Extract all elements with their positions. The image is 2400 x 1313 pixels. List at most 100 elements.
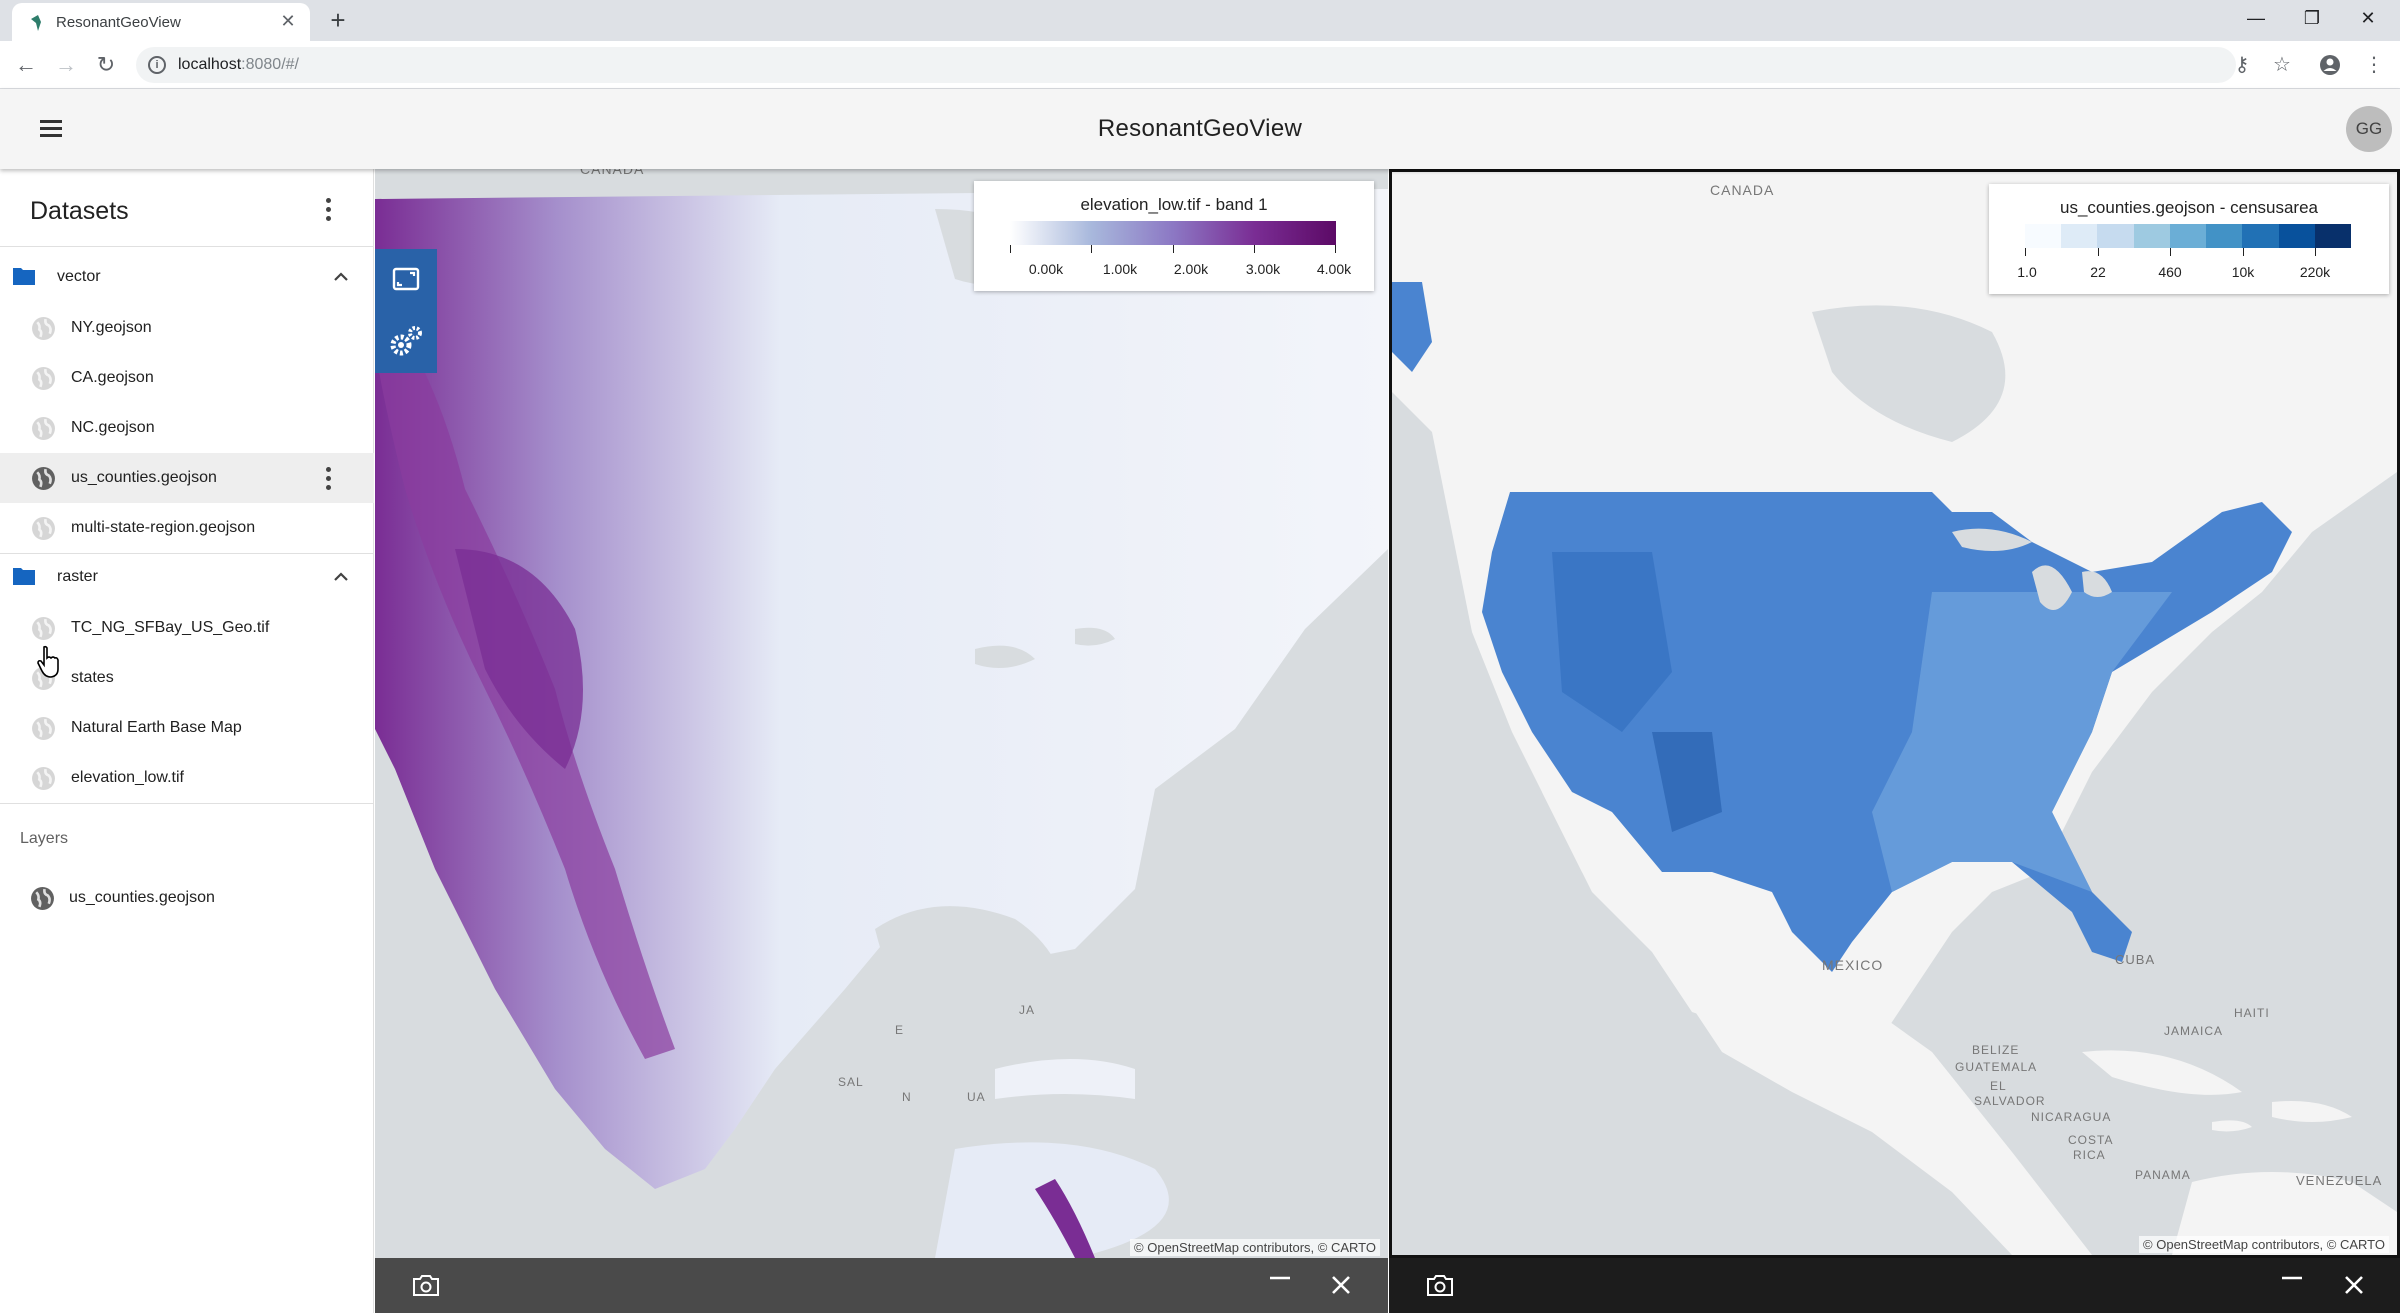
folder-vector[interactable]: vector	[0, 254, 374, 302]
left-map-footer	[375, 1258, 1388, 1313]
minimize-icon[interactable]	[2279, 1266, 2305, 1292]
site-info-icon[interactable]: i	[148, 56, 166, 74]
app-title: ResonantGeoView	[1097, 115, 1303, 142]
restore-window-button[interactable]: ❐	[2303, 8, 2321, 28]
legend-title: elevation_low.tif - band 1	[1080, 195, 1268, 214]
legend-tickmark	[2098, 248, 2099, 256]
globe-icon	[32, 317, 55, 340]
map-label-canada: CANADA	[1710, 182, 1775, 198]
legend-tick-label: 4.00k	[1316, 261, 1352, 277]
dataset-item[interactable]: NY.geojson	[0, 303, 374, 353]
new-tab-button[interactable]: +	[330, 5, 346, 35]
elevation-legend: elevation_low.tif - band 1 0.00k 1.00k 2…	[974, 181, 1374, 291]
legend-tick-label: 220k	[2299, 264, 2331, 280]
census-map-canvas	[1392, 172, 2397, 1255]
dataset-item[interactable]: CA.geojson	[0, 353, 374, 403]
globe-icon	[32, 617, 55, 640]
bookmark-star-icon[interactable]: ☆	[2273, 54, 2291, 76]
dataset-label: Natural Earth Base Map	[71, 719, 242, 736]
address-url[interactable]: localhost:8080/#/	[178, 56, 299, 73]
user-avatar[interactable]: GG	[2346, 106, 2392, 152]
minimize-icon[interactable]	[1267, 1266, 1293, 1292]
dataset-label: us_counties.geojson	[71, 469, 217, 486]
legend-color-ramp	[1010, 221, 1336, 245]
profile-icon[interactable]	[2318, 53, 2342, 77]
browser-menu-icon[interactable]: ⋮	[2364, 54, 2384, 76]
map-label-el-salvador: EL	[1990, 1079, 2007, 1093]
dataset-item[interactable]: elevation_low.tif	[0, 753, 374, 803]
map-label-canada: CANADA	[580, 169, 645, 177]
legend-color-swatch	[2314, 224, 2351, 248]
layer-label: us_counties.geojson	[69, 889, 215, 906]
close-window-button[interactable]: ✕	[2360, 8, 2376, 28]
datasets-sidebar: Datasets vector NY.geojson CA.geojson NC…	[0, 169, 374, 1313]
legend-tick-label: 2.00k	[1173, 261, 1209, 277]
app-header: ResonantGeoView GG	[0, 89, 2400, 169]
camera-icon[interactable]	[1425, 1272, 1455, 1298]
folder-icon	[13, 568, 35, 585]
map-label-e: E	[895, 1023, 905, 1037]
tab-title: ResonantGeoView	[56, 14, 181, 31]
map-label-jamaica: JAMAICA	[2164, 1024, 2224, 1038]
elevation-map[interactable]: CANADA JA SAL N UA E elevation_low.tif -…	[375, 169, 1388, 1258]
browser-tab[interactable]: ResonantGeoView ✕	[12, 3, 310, 41]
map-label-costa-rica: RICA	[2073, 1148, 2106, 1162]
legend-color-swatch	[2206, 224, 2243, 248]
reload-button[interactable]: ↻	[96, 52, 116, 77]
map-label-cuba: CUBA	[2115, 952, 2156, 967]
dataset-label: multi-state-region.geojson	[71, 519, 256, 536]
legend-tick-label: 0.00k	[1028, 261, 1064, 277]
map-label-guatemala: GUATEMALA	[1955, 1060, 2038, 1074]
browser-tabstrip: ResonantGeoView ✕ + — ❐ ✕	[0, 0, 2400, 41]
map-attribution[interactable]: © OpenStreetMap contributors, © CARTO	[1130, 1239, 1380, 1256]
legend-color-swatch	[2169, 224, 2207, 248]
chevron-up-icon[interactable]	[330, 266, 352, 288]
key-icon[interactable]: ⚷	[2234, 54, 2250, 76]
map-label-panama: PANAMA	[2135, 1168, 2191, 1182]
legend-tickmark	[1173, 245, 1174, 253]
browser-toolbar: ← → ↻ i localhost:8080/#/ ⚷ ☆ ⋮	[0, 41, 2400, 89]
legend-tickmark	[2315, 248, 2316, 256]
legend-tick-label: 460	[2158, 264, 2182, 280]
map-attribution[interactable]: © OpenStreetMap contributors, © CARTO	[2139, 1236, 2389, 1253]
legend-color-swatch	[2278, 224, 2315, 248]
minimize-window-button[interactable]: —	[2247, 8, 2265, 28]
dataset-item[interactable]: multi-state-region.geojson	[0, 503, 374, 553]
close-icon[interactable]	[1328, 1272, 1354, 1298]
globe-icon[interactable]	[31, 466, 56, 491]
map-label-ua: UA	[967, 1090, 986, 1104]
dataset-label: TC_NG_SFBay_US_Geo.tif	[71, 619, 270, 636]
address-bar[interactable]: i localhost:8080/#/	[136, 47, 2236, 83]
app-favicon-icon	[31, 15, 41, 31]
camera-icon[interactable]	[411, 1272, 441, 1298]
back-button[interactable]: ←	[15, 52, 37, 77]
dataset-item-us-counties[interactable]: us_counties.geojson	[0, 453, 374, 503]
globe-icon	[32, 517, 55, 540]
globe-icon	[31, 887, 54, 910]
chevron-up-icon[interactable]	[330, 566, 352, 588]
hamburger-menu-icon[interactable]	[36, 115, 68, 143]
globe-icon	[32, 717, 55, 740]
tab-close-icon[interactable]: ✕	[280, 11, 296, 31]
dataset-item[interactable]: TC_NG_SFBay_US_Geo.tif	[0, 603, 374, 653]
sidebar-divider	[0, 246, 374, 247]
map-label-costa-rica: COSTA	[2068, 1133, 2114, 1147]
legend-color-ramp	[2025, 224, 2351, 248]
forward-button[interactable]: →	[55, 52, 77, 77]
legend-tickmark	[2170, 248, 2171, 256]
map-label-ja: JA	[1019, 1003, 1036, 1017]
folder-raster[interactable]: raster	[0, 554, 374, 602]
census-area-map[interactable]: CANADA MEXICO CUBA BELIZE GUATEMALA HAIT…	[1389, 169, 2400, 1258]
sidebar-divider	[0, 553, 374, 554]
settings-gears-icon[interactable]	[375, 311, 437, 373]
map-label-el-salvador: SALVADOR	[1974, 1094, 2046, 1108]
fit-extent-icon[interactable]	[375, 249, 437, 311]
layer-item[interactable]: us_counties.geojson	[0, 873, 374, 923]
dataset-menu-icon[interactable]	[316, 464, 340, 494]
dataset-item[interactable]: Natural Earth Base Map	[0, 703, 374, 753]
globe-icon	[32, 767, 55, 790]
datasets-menu-icon[interactable]	[316, 195, 340, 225]
dataset-item[interactable]: NC.geojson	[0, 403, 374, 453]
dataset-label: NY.geojson	[71, 319, 152, 336]
close-icon[interactable]	[2341, 1272, 2367, 1298]
